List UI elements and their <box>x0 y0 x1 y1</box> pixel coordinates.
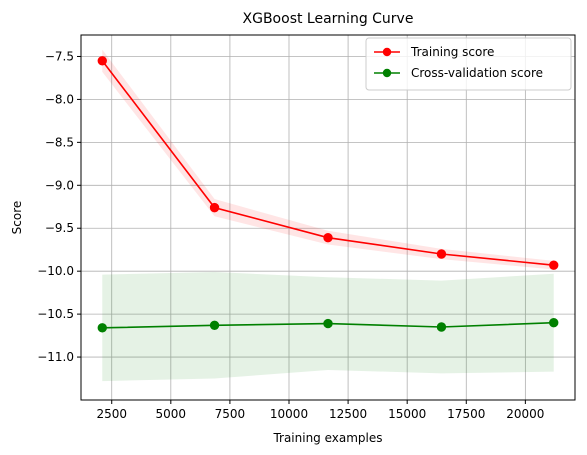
y-tick-label: −11.0 <box>37 350 74 364</box>
legend-box <box>365 37 572 91</box>
data-point <box>209 202 220 213</box>
data-point <box>97 56 107 66</box>
x-tick-label: 7500 <box>215 407 246 421</box>
legend-marker <box>382 68 392 78</box>
y-tick-label: −7.5 <box>45 49 74 63</box>
legend-entry-label: Cross-validation score <box>411 66 543 80</box>
data-point <box>323 318 333 329</box>
legend: Training score Cross-validation score <box>365 37 572 91</box>
y-tick-label: −9.5 <box>45 221 74 235</box>
legend-items: Training score Cross-validation score <box>374 45 543 80</box>
y-axis-label: Score <box>10 201 24 235</box>
data-point <box>209 320 220 330</box>
data-point <box>549 260 559 270</box>
y-tick-label: −8.5 <box>45 135 74 149</box>
series-lines <box>97 56 559 333</box>
legend-marker <box>382 47 392 57</box>
y-axis-ticks: −11.0 −10.5 −10.0 −9.5 −9.0 −8.5 −8.0 −7.5 <box>37 49 81 364</box>
x-tick-label: 2500 <box>96 407 127 421</box>
y-tick-label: −9.0 <box>45 178 74 192</box>
x-axis-ticks: 2500 5000 7500 10000 12500 15000 17500 20000 <box>96 400 544 421</box>
y-tick-label: −10.5 <box>37 307 74 321</box>
x-tick-label: 15000 <box>388 407 426 421</box>
x-tick-label: 17500 <box>447 407 485 421</box>
x-tick-label: 20000 <box>506 407 544 421</box>
data-point <box>323 232 333 243</box>
data-point <box>436 322 447 332</box>
data-point <box>549 318 559 328</box>
x-axis-label: Training examples <box>272 431 382 445</box>
chart-title: XGBoost Learning Curve <box>243 11 414 27</box>
y-tick-label: −8.0 <box>45 92 74 106</box>
x-tick-label: 5000 <box>156 407 187 421</box>
score-band <box>102 49 554 270</box>
y-tick-label: −10.0 <box>37 264 74 278</box>
x-tick-label: 10000 <box>270 407 308 421</box>
legend-entry-label: Training score <box>410 45 494 59</box>
data-point <box>97 323 107 333</box>
x-tick-label: 12500 <box>329 407 367 421</box>
grid <box>81 35 575 400</box>
plot-frame <box>80 34 576 401</box>
data-point <box>436 249 447 259</box>
